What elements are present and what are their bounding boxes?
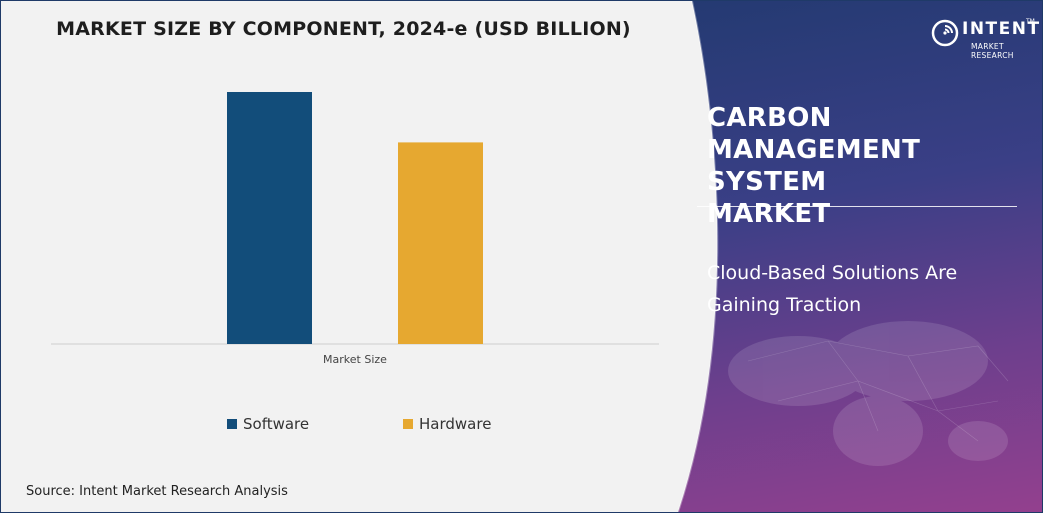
source-note: Source: Intent Market Research Analysis <box>26 484 288 499</box>
bar-software <box>227 92 312 344</box>
bar-chart: Market Size <box>51 92 659 366</box>
legend-swatch-software <box>227 419 237 429</box>
logo-subtitle: MARKET RESEARCH <box>971 42 1014 60</box>
chart-panel: MARKET SIZE BY COMPONENT, 2024-e (USD BI… <box>1 1 678 512</box>
world-map-background <box>678 1 1009 512</box>
legend-item-hardware: Hardware <box>403 415 491 433</box>
logo-wordmark: INTENT <box>962 19 1041 39</box>
legend-item-software: Software <box>227 415 309 433</box>
key-insight-headline: Cloud-Based Solutions Are Gaining Tracti… <box>707 262 958 316</box>
bar-hardware <box>398 142 483 344</box>
legend-swatch-hardware <box>403 419 413 429</box>
legend-label-hardware: Hardware <box>419 415 492 433</box>
title-divider <box>697 206 1017 207</box>
chart-title: MARKET SIZE BY COMPONENT, 2024-e (USD BI… <box>56 18 631 40</box>
market-title: CARBON MANAGEMENT SYSTEM MARKET <box>707 103 921 229</box>
intent-logo: INTENT TM MARKET RESEARCH <box>931 15 1039 60</box>
side-panel: INTENT TM MARKET RESEARCH CARBON MANAGEM… <box>678 1 1042 512</box>
signal-logo-icon <box>931 19 959 47</box>
legend-label-software: Software <box>243 415 310 433</box>
logo-trademark: TM <box>1026 18 1035 25</box>
x-tick-label: Market Size <box>323 353 387 366</box>
